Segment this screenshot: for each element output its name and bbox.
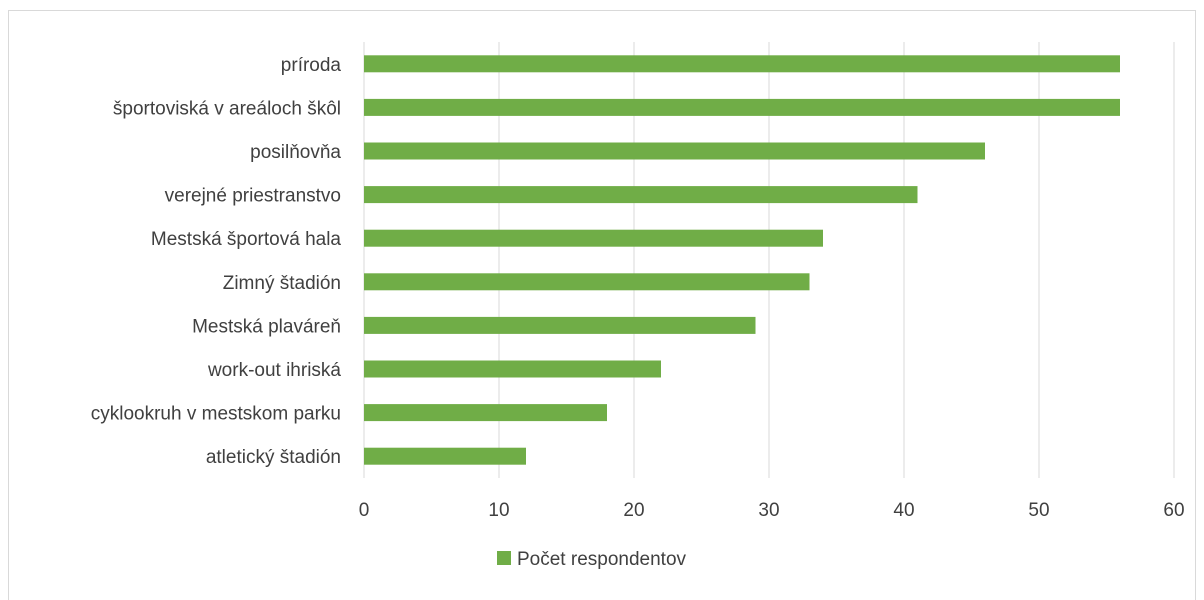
category-label: športoviská v areáloch škôl (113, 98, 341, 119)
category-label: posilňovňa (250, 142, 341, 163)
bar (364, 404, 607, 422)
category-label: Zimný štadión (223, 273, 341, 294)
legend-swatch (497, 551, 511, 565)
category-label: príroda (281, 55, 342, 76)
x-tick-label: 20 (623, 500, 644, 521)
x-tick-label: 30 (758, 500, 779, 521)
category-label: Mestská športová hala (151, 229, 342, 250)
x-tick-label: 10 (488, 500, 509, 521)
category-label: work-out ihriská (207, 360, 341, 381)
x-tick-label: 40 (893, 500, 914, 521)
legend-label: Počet respondentov (517, 549, 687, 570)
x-tick-label: 50 (1028, 500, 1049, 521)
bar (364, 55, 1120, 73)
x-tick-label: 0 (359, 500, 370, 521)
bar (364, 229, 823, 247)
bar (364, 360, 661, 378)
chart-frame (8, 10, 1196, 600)
category-label: atletický štadión (206, 447, 341, 468)
bar (364, 98, 1120, 116)
x-tick-label: 60 (1163, 500, 1184, 521)
bar (364, 186, 918, 204)
bar (364, 273, 810, 291)
bar (364, 316, 756, 334)
bar (364, 447, 526, 465)
bar (364, 142, 985, 160)
category-label: cyklookruh v mestskom parku (91, 404, 341, 425)
category-label: Mestská plaváreň (192, 316, 341, 337)
category-label: verejné priestranstvo (165, 186, 341, 207)
